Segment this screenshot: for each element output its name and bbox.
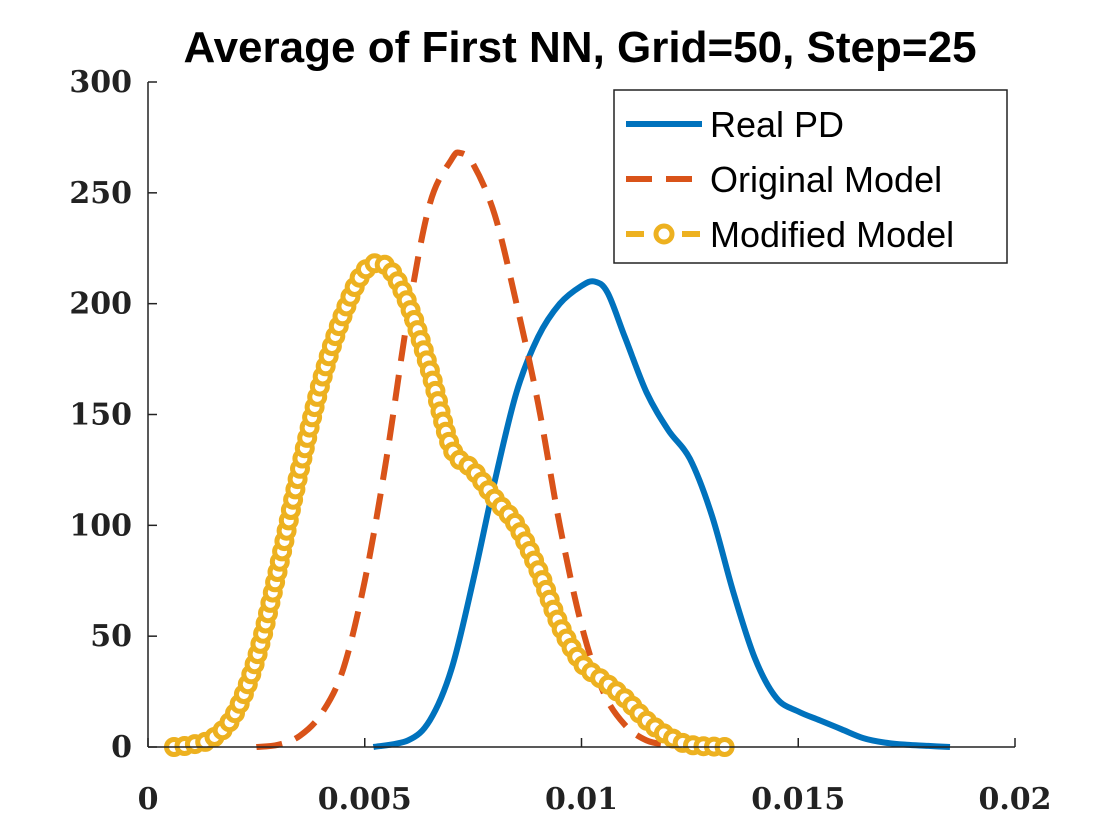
series-line-real-pd [372, 278, 951, 750]
y-tick-label: 200 [69, 287, 132, 322]
axes: 0 50 100 150 200 250 300 0 0.005 0.01 0.015 0.02 [69, 65, 1051, 817]
legend: Real PD Original Model Modified Model [613, 89, 1008, 264]
x-tick-label: 0 [138, 782, 159, 817]
y-tick-label: 150 [69, 398, 132, 433]
legend-label-modified-model: Modified Model [710, 214, 954, 255]
legend-marker-modified-model [653, 223, 675, 245]
y-tick-label: 300 [69, 65, 132, 100]
y-tick-label: 0 [111, 730, 132, 765]
y-tick-label: 100 [69, 508, 132, 543]
legend-label-real-pd: Real PD [710, 104, 844, 145]
y-tick-label: 250 [69, 176, 132, 211]
plot-area [164, 149, 951, 757]
x-tick-label: 0.005 [318, 782, 412, 817]
x-tick-label: 0.02 [978, 782, 1051, 817]
y-tick-label: 50 [90, 619, 132, 654]
legend-label-original-model: Original Model [710, 159, 942, 200]
chart-title: Average of First NN, Grid=50, Step=25 [183, 23, 976, 72]
x-tick-label: 0.015 [751, 782, 845, 817]
x-tick-label: 0.01 [545, 782, 618, 817]
